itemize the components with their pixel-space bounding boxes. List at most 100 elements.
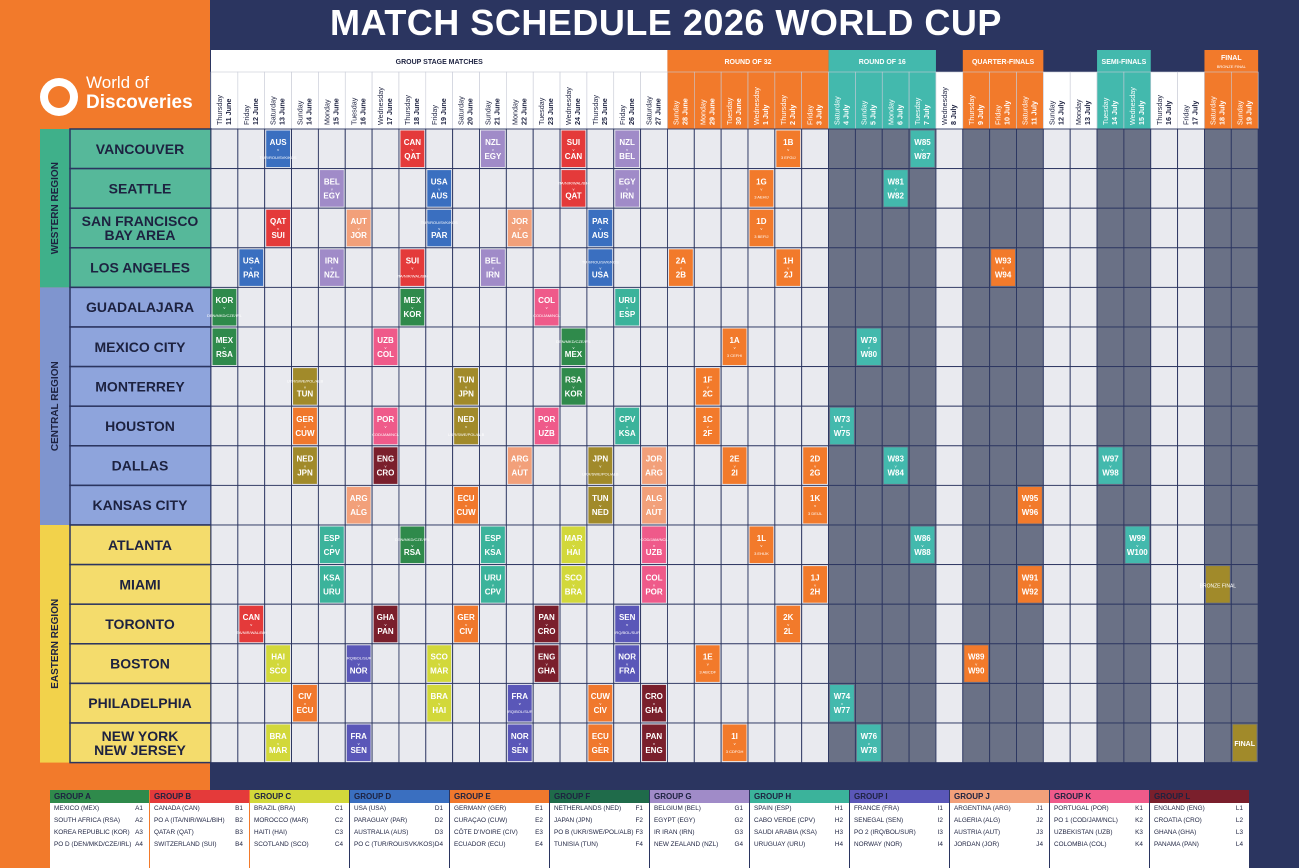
grid-cell bbox=[908, 366, 937, 407]
region-bar-2 bbox=[40, 525, 70, 763]
grid-cell bbox=[989, 445, 1017, 486]
team-name: NORWAY (NOR) bbox=[854, 841, 903, 848]
grid-cell bbox=[291, 484, 319, 526]
match-team-1: IRQ/BOL/SUR bbox=[346, 656, 372, 661]
match-block bbox=[507, 724, 532, 762]
match-team-2: UZB bbox=[646, 548, 663, 557]
match-vs: v bbox=[760, 186, 762, 191]
team-name: BELGIUM (BEL) bbox=[654, 805, 701, 812]
globe-icon bbox=[40, 78, 78, 116]
match-team-2: CUW bbox=[295, 429, 315, 438]
grid-cell bbox=[210, 128, 239, 170]
grid-cell bbox=[559, 286, 588, 328]
grid-cell bbox=[854, 366, 883, 407]
grid-cell bbox=[398, 484, 427, 526]
match-vs: v bbox=[599, 266, 601, 271]
team-code: J1 bbox=[1036, 805, 1043, 812]
match-team-2: COL bbox=[377, 350, 394, 359]
grid-cell bbox=[1123, 128, 1152, 170]
grid-cell bbox=[720, 484, 749, 526]
team-name: JAPAN (JPN) bbox=[554, 817, 593, 824]
match-block bbox=[588, 209, 613, 247]
match-team-1: POR bbox=[538, 415, 556, 424]
match-team-1: KOR bbox=[216, 296, 234, 305]
match-team-2: DEN/MKD/CZE/IRL bbox=[207, 313, 243, 318]
grid-cell bbox=[693, 603, 722, 645]
day-cell-5 bbox=[344, 71, 373, 130]
grid-cell bbox=[747, 366, 776, 407]
stage-header-3 bbox=[962, 50, 1044, 72]
grid-cell bbox=[640, 326, 668, 368]
city-cell-8 bbox=[69, 445, 212, 487]
match-vs: v bbox=[277, 741, 279, 746]
match-block bbox=[642, 724, 666, 762]
grid-cell bbox=[1177, 405, 1205, 447]
grid-cell bbox=[613, 524, 642, 566]
match-team-1: PAN bbox=[646, 732, 663, 741]
grid-cell bbox=[774, 207, 803, 249]
match-vs: v bbox=[465, 503, 467, 508]
grid-cell bbox=[854, 286, 883, 328]
match-team-2: EGY bbox=[484, 152, 502, 161]
grid-cell bbox=[1016, 128, 1044, 170]
grid-cell bbox=[854, 247, 883, 288]
grid-cell bbox=[586, 366, 615, 407]
grid-cell bbox=[693, 207, 722, 249]
match-team-1: TUR/ROU/SVK/KOS bbox=[421, 220, 458, 225]
match-team-1: IRN bbox=[325, 257, 339, 266]
grid-cell bbox=[586, 128, 615, 170]
grid-cell bbox=[264, 682, 293, 724]
day-weekday-12: Tuesday bbox=[537, 97, 546, 125]
grid-cell bbox=[1123, 326, 1152, 368]
grid-cell bbox=[667, 128, 695, 170]
grid-cell bbox=[344, 682, 373, 724]
grid-cell bbox=[1123, 286, 1152, 328]
grid-cell bbox=[291, 524, 319, 566]
grid-cell bbox=[291, 128, 319, 170]
grid-cell bbox=[532, 524, 561, 566]
match-block bbox=[561, 526, 586, 564]
match-team-1: W86 bbox=[914, 534, 931, 543]
grid-cell bbox=[1150, 524, 1179, 566]
grid-cell bbox=[720, 286, 749, 328]
grid-cell bbox=[962, 405, 991, 447]
grid-cell bbox=[237, 484, 266, 526]
grid-cell bbox=[1069, 366, 1098, 407]
grid-cell bbox=[935, 564, 964, 605]
match-team-1: ARG bbox=[511, 455, 529, 464]
match-block bbox=[319, 170, 344, 207]
team-name: JORDAN (JOR) bbox=[954, 841, 1000, 848]
group-legend-team: ENGLAND (ENG) L1 bbox=[1150, 803, 1249, 815]
match-block bbox=[588, 724, 613, 762]
match-vs: v bbox=[411, 305, 413, 310]
day-weekday-9: Saturday bbox=[457, 96, 466, 125]
grid-cell bbox=[371, 682, 400, 724]
grid-cell bbox=[1203, 722, 1232, 764]
grid-cell bbox=[908, 286, 937, 328]
match-vs: v bbox=[1029, 503, 1031, 508]
stage-header-1 bbox=[667, 50, 829, 72]
grid-cell bbox=[425, 286, 454, 328]
match-team-1: 2E bbox=[730, 455, 740, 464]
match-team-1: ALG bbox=[646, 494, 663, 503]
match-team-1: AUS bbox=[270, 138, 288, 147]
match-team-2: 3 AEHIJ bbox=[754, 194, 768, 199]
grid-cell bbox=[693, 247, 722, 288]
match-block bbox=[588, 249, 613, 286]
day-cell-14 bbox=[586, 71, 615, 130]
match-team-2: W90 bbox=[968, 667, 985, 676]
group-legend-team: CABO VERDE (CPV) H2 bbox=[750, 815, 849, 827]
day-cell-12 bbox=[532, 71, 561, 130]
city-name-1: SEATTLE bbox=[109, 180, 172, 196]
group-legend-team: SWITZERLAND (SUI) B4 bbox=[150, 839, 249, 851]
grid-cell bbox=[210, 405, 239, 447]
grid-cell bbox=[344, 247, 373, 288]
grid-cell bbox=[1069, 564, 1098, 605]
match-team-2: IRN bbox=[620, 191, 634, 200]
match-team-2: MAR bbox=[430, 667, 448, 676]
grid-cell bbox=[720, 366, 749, 407]
grid-cell bbox=[935, 524, 964, 566]
grid-cell bbox=[613, 207, 642, 249]
match-team-1: URU bbox=[484, 573, 502, 582]
group-legend-title: GROUP J bbox=[950, 790, 1049, 803]
